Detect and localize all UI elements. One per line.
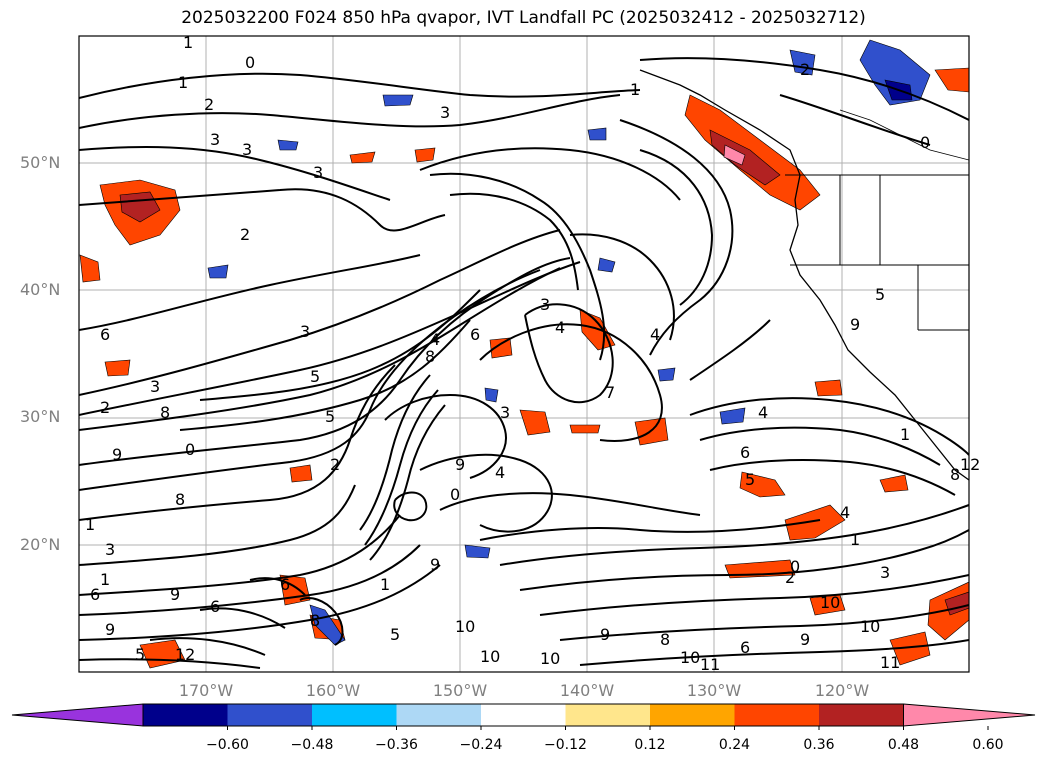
colorbar-tick-label: 0.12 xyxy=(634,737,666,753)
map-background xyxy=(79,36,969,672)
mid-negative-2 xyxy=(597,257,616,273)
colorbar-tick-label: −0.12 xyxy=(544,737,587,753)
lat-label-20n: 20°N xyxy=(20,535,61,554)
coastal-anomaly-bc-peak xyxy=(723,144,746,166)
colorbar-tick-label: 0.36 xyxy=(803,737,835,753)
lon-label-140w: 140°W xyxy=(559,681,615,700)
small-anomaly-1 xyxy=(349,151,376,164)
mid-negative-7 xyxy=(382,94,414,107)
map-frame xyxy=(78,35,970,673)
lat-label-50n: 50°N xyxy=(20,153,61,172)
mid-negative-3 xyxy=(719,407,746,425)
colorbar-tick-label: −0.36 xyxy=(375,737,418,753)
small-anomaly-5 xyxy=(289,464,313,483)
colorbar-segment xyxy=(650,704,735,726)
small-anomaly-9 xyxy=(569,424,601,434)
mid-negative-10 xyxy=(587,127,607,141)
mid-negative-4 xyxy=(657,367,676,382)
colorbar xyxy=(11,703,1036,730)
colorbar-segment xyxy=(312,704,397,726)
colorbar-segment xyxy=(227,704,313,726)
lon-label-170w: 170°W xyxy=(178,681,234,700)
mid-negative-6 xyxy=(207,264,229,279)
mid-negative-5 xyxy=(464,544,491,559)
colorbar-segment xyxy=(396,704,482,726)
mid-anomaly-2 xyxy=(519,409,551,436)
mid-anomaly-3 xyxy=(739,471,786,498)
lon-label-130w: 130°W xyxy=(686,681,742,700)
map-title: 2025032200 F024 850 hPa qvapor, IVT Land… xyxy=(181,8,866,28)
small-anomaly-8 xyxy=(879,474,909,493)
lat-label-40n: 40°N xyxy=(20,280,61,299)
colorbar-tick-label: −0.24 xyxy=(459,737,503,753)
colorbar-extend-low xyxy=(11,703,144,727)
west-anomaly-2 xyxy=(79,254,101,283)
east-anomaly-1 xyxy=(784,504,846,541)
state-boundaries xyxy=(785,174,969,331)
lon-label-160w: 160°W xyxy=(305,681,361,700)
lat-label-30n: 30°N xyxy=(20,407,61,426)
mid-anomaly-1 xyxy=(579,309,616,351)
coastline-north-america xyxy=(639,69,969,481)
colorbar-tick-label: 0.48 xyxy=(887,737,920,753)
colorbar-segment xyxy=(734,704,820,726)
small-anomaly-6 xyxy=(814,379,843,397)
small-anomaly-3 xyxy=(104,359,131,377)
colorbar-tick-label: −0.48 xyxy=(290,737,334,753)
coastal-anomaly-bc-core xyxy=(709,129,781,186)
mid-negative-1 xyxy=(309,604,346,646)
positive-anomaly-fills xyxy=(79,67,969,669)
mid-negative-8 xyxy=(277,139,299,151)
colorbar-frame xyxy=(142,703,904,727)
qvapor-contours xyxy=(79,57,969,669)
se-anomaly-2 xyxy=(889,631,931,666)
mid-negative-9 xyxy=(484,387,499,403)
colorbar-tick-label: −0.60 xyxy=(206,737,249,753)
colorbar-segment xyxy=(143,704,228,726)
lon-label-150w: 150°W xyxy=(432,681,488,700)
colorbar-tick-label: 0.24 xyxy=(718,737,751,753)
ne-anomaly-1 xyxy=(934,67,969,93)
ne-negative-1 xyxy=(859,39,931,106)
colorbar-segment xyxy=(565,704,651,726)
colorbar-segment xyxy=(819,704,904,726)
sw-anomaly-2 xyxy=(279,574,311,606)
colorbar-extend-high xyxy=(903,703,1036,727)
lon-label-120w: 120°W xyxy=(814,681,870,700)
small-anomaly-2 xyxy=(489,337,513,359)
small-anomaly-7 xyxy=(414,147,436,163)
colorbar-segment xyxy=(481,704,566,726)
colorbar-tick-label: 0.60 xyxy=(972,737,1004,753)
